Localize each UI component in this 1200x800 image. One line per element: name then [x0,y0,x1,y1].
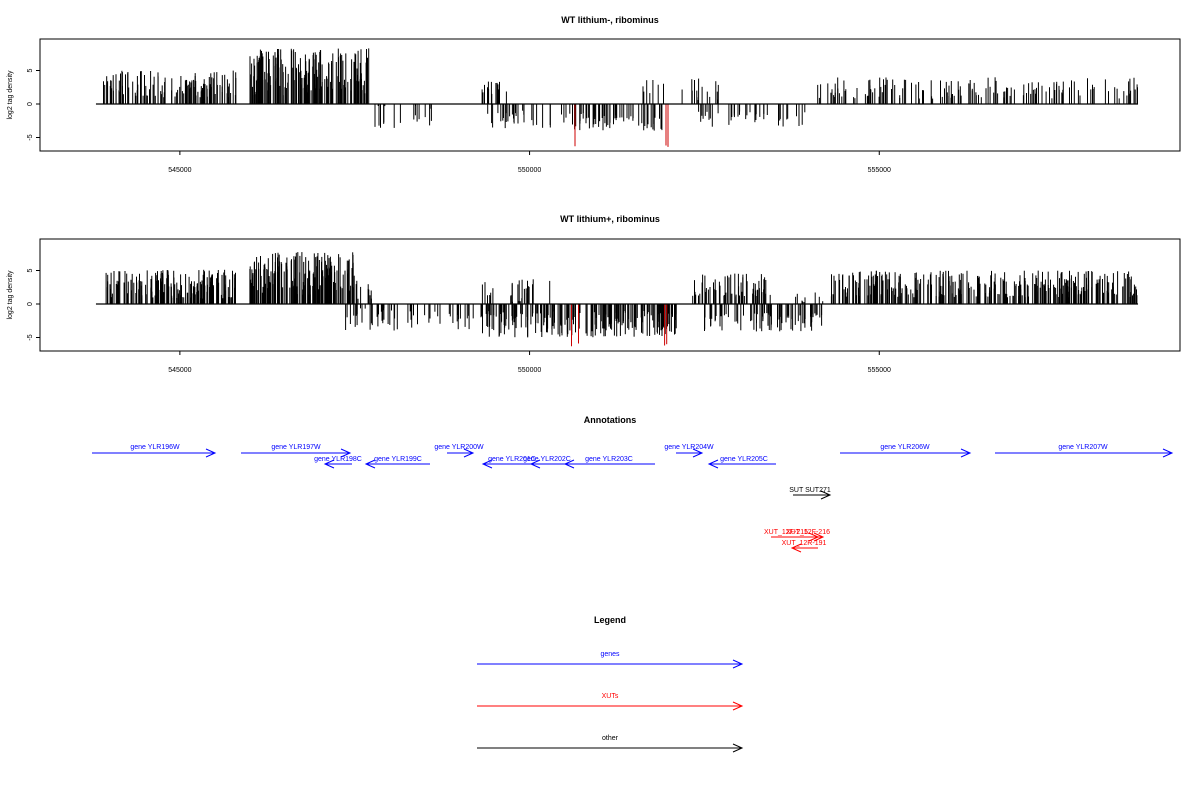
gene-arrow: gene YLR203C [563,456,655,469]
annotation-items: gene YLR196W gene YLR197W gene YLR198C gene… [92,444,1174,553]
annotations-title: Annotations [584,415,637,425]
gene-arrow-head [463,448,475,458]
gene-arrow-label: gene YLR205C [720,456,768,463]
gene-arrow: gene YLR202C [523,456,572,469]
xut-arrow-label: XUT_12F-215 [764,529,808,536]
gene-arrow-head [563,459,575,469]
panel-title: WT lithium+, ribominus [560,214,660,224]
gene-arrow-head [1162,448,1174,458]
gene-arrow-label: gene YLR201C [488,456,536,463]
panel-title: WT lithium-, ribominus [561,15,659,25]
gene-arrow: gene YLR197W [241,444,352,458]
gene-arrow-head [692,448,704,458]
plot-frame [39,238,1181,352]
legend: Legend genes XUTs other [477,615,744,753]
gene-arrow-label: gene YLR197W [271,444,321,451]
legend-item-label: XUTs [602,693,619,700]
gene-arrow-label: gene YLR207W [1058,444,1108,451]
xut-arrow-label: XUT_12F-216 [786,529,830,536]
legend-item: genes [477,651,744,669]
gene-arrow: gene YLR199C [364,456,430,469]
legend-item-head [732,743,744,753]
x-tick-label: 545000 [168,367,191,374]
x-tick-label: 550000 [518,367,541,374]
y-tick-label: 5 [27,268,34,272]
gene-arrow-head [323,459,335,469]
gene-arrow-label: gene YLR196W [130,444,180,451]
gene-arrow-head [364,459,376,469]
x-tick-label: 545000 [168,167,191,174]
gene-arrow-head [960,448,972,458]
axes: 545000 550000 555000 -5 0 5 [27,268,891,374]
gene-arrow-head [481,459,493,469]
y-tick-label: -5 [27,334,34,340]
gene-arrow-label: gene YLR206W [880,444,930,451]
y-tick-label: 0 [27,102,34,106]
plot-frame [39,38,1181,152]
gene-arrow-label: gene YLR200W [434,444,484,451]
gene-arrow: gene YLR206W [840,444,972,458]
x-tick-label: 555000 [868,367,891,374]
legend-title: Legend [594,615,626,625]
xut-arrow-head [813,532,825,542]
gene-arrow-label: gene YLR202C [523,456,571,463]
y-tick-label: 5 [27,68,34,72]
legend-items: genes XUTs other [477,651,744,753]
panel-lithium-minus: WT lithium-, ribominus log2 tag density … [7,15,1181,174]
legend-item-label: genes [600,651,620,658]
xut-arrow-label: XUT_12R-191 [782,540,827,547]
gene-arrow: gene YLR198C [314,456,362,469]
x-tick-label: 550000 [518,167,541,174]
other-arrow-head [820,490,832,500]
x-tick-label: 555000 [868,167,891,174]
other-arrow-label: SUT SUT271 [789,487,831,494]
gene-arrow: gene YLR205C [707,456,776,469]
data-bars [95,252,1139,347]
gene-arrow: gene YLR196W [92,444,217,458]
gene-arrow-label: gene YLR198C [314,456,362,463]
gene-arrow: gene YLR204W [664,444,714,458]
legend-item-head [732,659,744,669]
legend-item-label: other [602,735,619,742]
gene-arrow: gene YLR200W [434,444,484,458]
legend-item-head [732,701,744,711]
gene-arrow-label: gene YLR203C [585,456,633,463]
data-bars [95,48,1139,147]
xut-arrow-head [790,543,802,553]
legend-item: other [477,735,744,753]
gene-arrow-head [340,448,352,458]
legend-item: XUTs [477,693,744,711]
annotations-track: Annotations gene YLR196W gene YLR197Wgene… [92,415,1174,553]
gene-arrow-head [529,459,541,469]
xut-arrow: XUT_12F-216 [786,529,830,542]
xut-arrow: XUT_12R-191 [782,540,827,553]
y-axis-label: log2 tag density [7,70,14,120]
gene-arrow-label: gene YLR204W [664,444,714,451]
gene-arrow-head [205,448,217,458]
gene-arrow: gene YLR207W [995,444,1174,458]
gene-arrow-head [707,459,719,469]
gene-arrow-label: gene YLR199C [374,456,422,463]
panel-lithium-plus: WT lithium+, ribominus log2 tag density … [7,214,1181,374]
y-tick-label: 0 [27,302,34,306]
y-axis-label: log2 tag density [7,270,14,320]
axes: 545000 550000 555000 -5 0 5 [27,68,891,174]
y-tick-label: -5 [27,134,34,140]
other-arrow: SUT SUT271 [789,487,832,500]
